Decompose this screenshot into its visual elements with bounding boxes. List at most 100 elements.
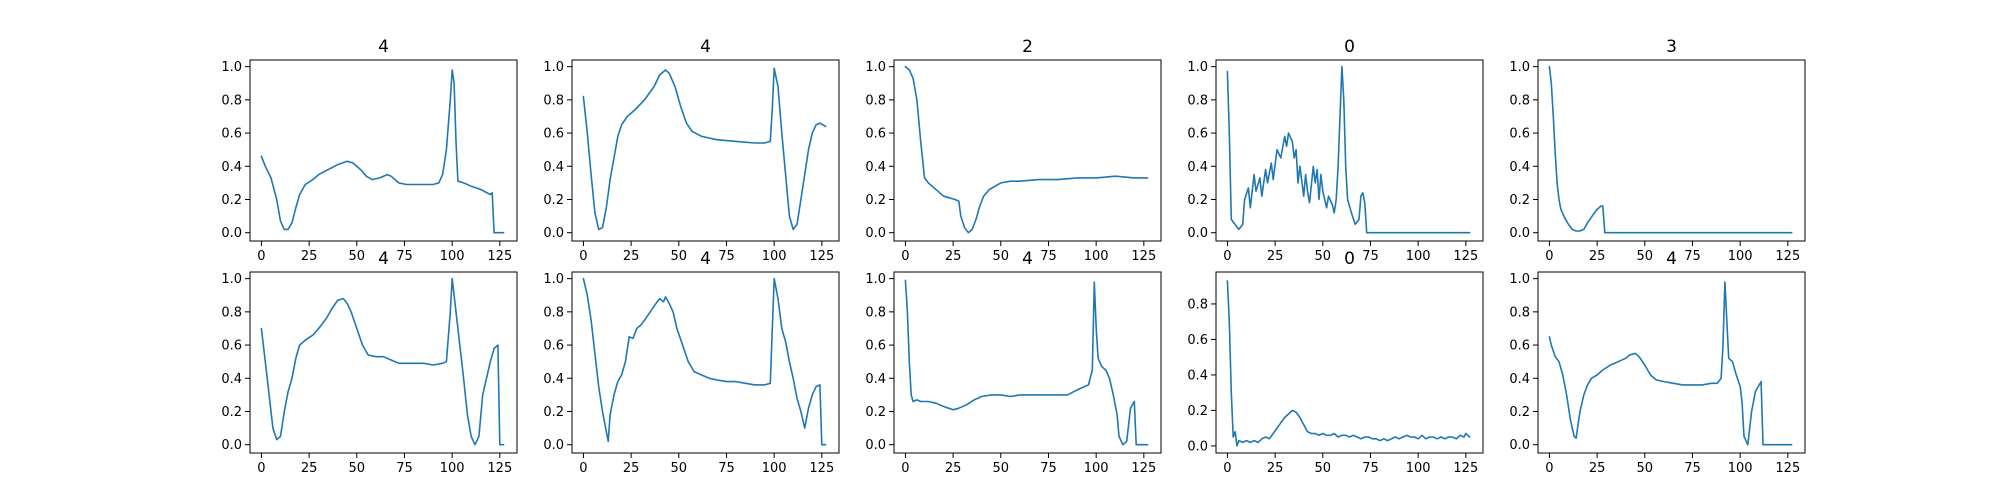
y-tick-label: 1.0	[1187, 60, 1208, 75]
x-tick-label: 25	[945, 249, 962, 264]
x-tick-label: 25	[1267, 249, 1284, 264]
y-tick-label: 0.0	[543, 438, 564, 453]
y-tick-label: 0.0	[1509, 438, 1530, 453]
x-tick-label: 0	[1223, 461, 1231, 476]
y-tick-label: 1.0	[221, 60, 242, 75]
subplot-6: 4 0 25 50 75 100 125 0.0 0.2 0.4 0.6 0.8 1.0	[221, 249, 518, 476]
x-tick-label: 0	[901, 461, 909, 476]
axes-frame	[893, 271, 1162, 454]
x-tick-label: 25	[301, 461, 318, 476]
y-tick-label: 0.8	[1187, 93, 1208, 108]
y-tick-label: 0.0	[1187, 439, 1208, 454]
x-tick-label: 125	[1131, 461, 1156, 476]
x-tick-label: 75	[1362, 461, 1379, 476]
subplot-title: 4	[700, 37, 711, 57]
x-tick-label: 125	[1453, 461, 1478, 476]
x-tick-label: 25	[623, 461, 640, 476]
y-tick-label: 1.0	[1509, 60, 1530, 75]
x-tick-label: 0	[257, 249, 265, 264]
x-tick-label: 125	[1453, 249, 1478, 264]
subplot-title: 2	[1022, 37, 1033, 57]
x-tick-label: 100	[440, 249, 465, 264]
y-tick-label: 1.0	[865, 272, 886, 287]
axes-frame	[893, 59, 1162, 242]
y-tick-label: 0.4	[1187, 368, 1208, 383]
axes-frame	[1215, 59, 1484, 242]
x-tick-label: 100	[440, 461, 465, 476]
x-tick-label: 100	[762, 461, 787, 476]
axes-frame	[249, 59, 518, 242]
y-tick-label: 0.6	[865, 127, 886, 142]
y-tick-label: 0.8	[1187, 297, 1208, 312]
x-tick-label: 75	[1040, 249, 1057, 264]
y-tick-label: 0.4	[221, 160, 242, 175]
x-tick-label: 50	[1315, 461, 1332, 476]
y-tick-label: 0.6	[1187, 127, 1208, 142]
y-tick-label: 0.2	[865, 193, 886, 208]
x-tick-label: 25	[1589, 461, 1606, 476]
y-tick-label: 0.8	[543, 305, 564, 320]
x-tick-label: 125	[1775, 249, 1800, 264]
x-tick-label: 100	[1728, 249, 1753, 264]
x-tick-label: 100	[762, 249, 787, 264]
y-tick-label: 0.6	[543, 127, 564, 142]
y-tick-label: 0.8	[1509, 305, 1530, 320]
x-tick-label: 125	[1131, 249, 1156, 264]
x-tick-label: 75	[1362, 249, 1379, 264]
y-tick-label: 0.6	[543, 339, 564, 354]
subplot-title: 4	[700, 249, 711, 269]
x-tick-label: 0	[1545, 249, 1553, 264]
axes-frame	[571, 59, 840, 242]
y-tick-label: 0.2	[1509, 405, 1530, 420]
subplot-9: 0 0 25 50 75 100 125 0.0 0.2 0.4 0.6 0.8	[1187, 249, 1484, 476]
x-tick-label: 0	[579, 249, 587, 264]
y-tick-label: 0.2	[543, 193, 564, 208]
x-tick-label: 100	[1406, 461, 1431, 476]
series-line	[1548, 281, 1793, 446]
y-tick-label: 0.8	[543, 93, 564, 108]
series-line	[1226, 280, 1471, 447]
y-tick-label: 0.2	[221, 193, 242, 208]
y-tick-label: 0.4	[221, 372, 242, 387]
y-tick-label: 0.2	[221, 405, 242, 420]
x-tick-label: 0	[1223, 249, 1231, 264]
y-tick-label: 0.0	[1509, 226, 1530, 241]
x-tick-label: 50	[349, 461, 366, 476]
series-line	[904, 65, 1149, 234]
y-tick-label: 1.0	[865, 60, 886, 75]
axes-frame	[1537, 271, 1806, 454]
x-tick-label: 25	[1267, 461, 1284, 476]
x-tick-label: 100	[1084, 461, 1109, 476]
x-tick-label: 75	[396, 461, 413, 476]
y-tick-label: 1.0	[543, 60, 564, 75]
y-tick-label: 0.6	[1509, 339, 1530, 354]
x-tick-label: 75	[1040, 461, 1057, 476]
x-tick-label: 50	[1315, 249, 1332, 264]
x-tick-label: 100	[1406, 249, 1431, 264]
x-tick-label: 25	[623, 249, 640, 264]
y-tick-label: 0.2	[865, 405, 886, 420]
x-tick-label: 100	[1084, 249, 1109, 264]
series-line	[582, 67, 827, 231]
x-tick-label: 125	[1775, 461, 1800, 476]
subplot-7: 4 0 25 50 75 100 125 0.0 0.2 0.4 0.6 0.8 1.0	[543, 249, 840, 476]
x-tick-label: 25	[945, 461, 962, 476]
y-tick-label: 0.0	[543, 226, 564, 241]
x-tick-label: 50	[349, 249, 366, 264]
x-tick-label: 75	[718, 249, 735, 264]
subplot-2: 4 0 25 50 75 100 125 0.0 0.2 0.4 0.6 0.8 1.0	[543, 37, 840, 264]
x-tick-label: 50	[671, 249, 688, 264]
x-tick-label: 0	[1545, 461, 1553, 476]
y-tick-label: 0.6	[1509, 127, 1530, 142]
subplot-5: 3 0 25 50 75 100 125 0.0 0.2 0.4 0.6 0.8 1.0	[1509, 37, 1806, 264]
x-tick-label: 75	[718, 461, 735, 476]
x-tick-label: 125	[809, 249, 834, 264]
x-tick-label: 50	[993, 461, 1010, 476]
x-tick-label: 0	[579, 461, 587, 476]
y-tick-label: 1.0	[543, 272, 564, 287]
axes-frame	[1215, 271, 1484, 454]
x-tick-label: 50	[1637, 249, 1654, 264]
series-line	[1548, 65, 1793, 234]
x-tick-label: 25	[301, 249, 318, 264]
x-tick-label: 75	[1684, 249, 1701, 264]
